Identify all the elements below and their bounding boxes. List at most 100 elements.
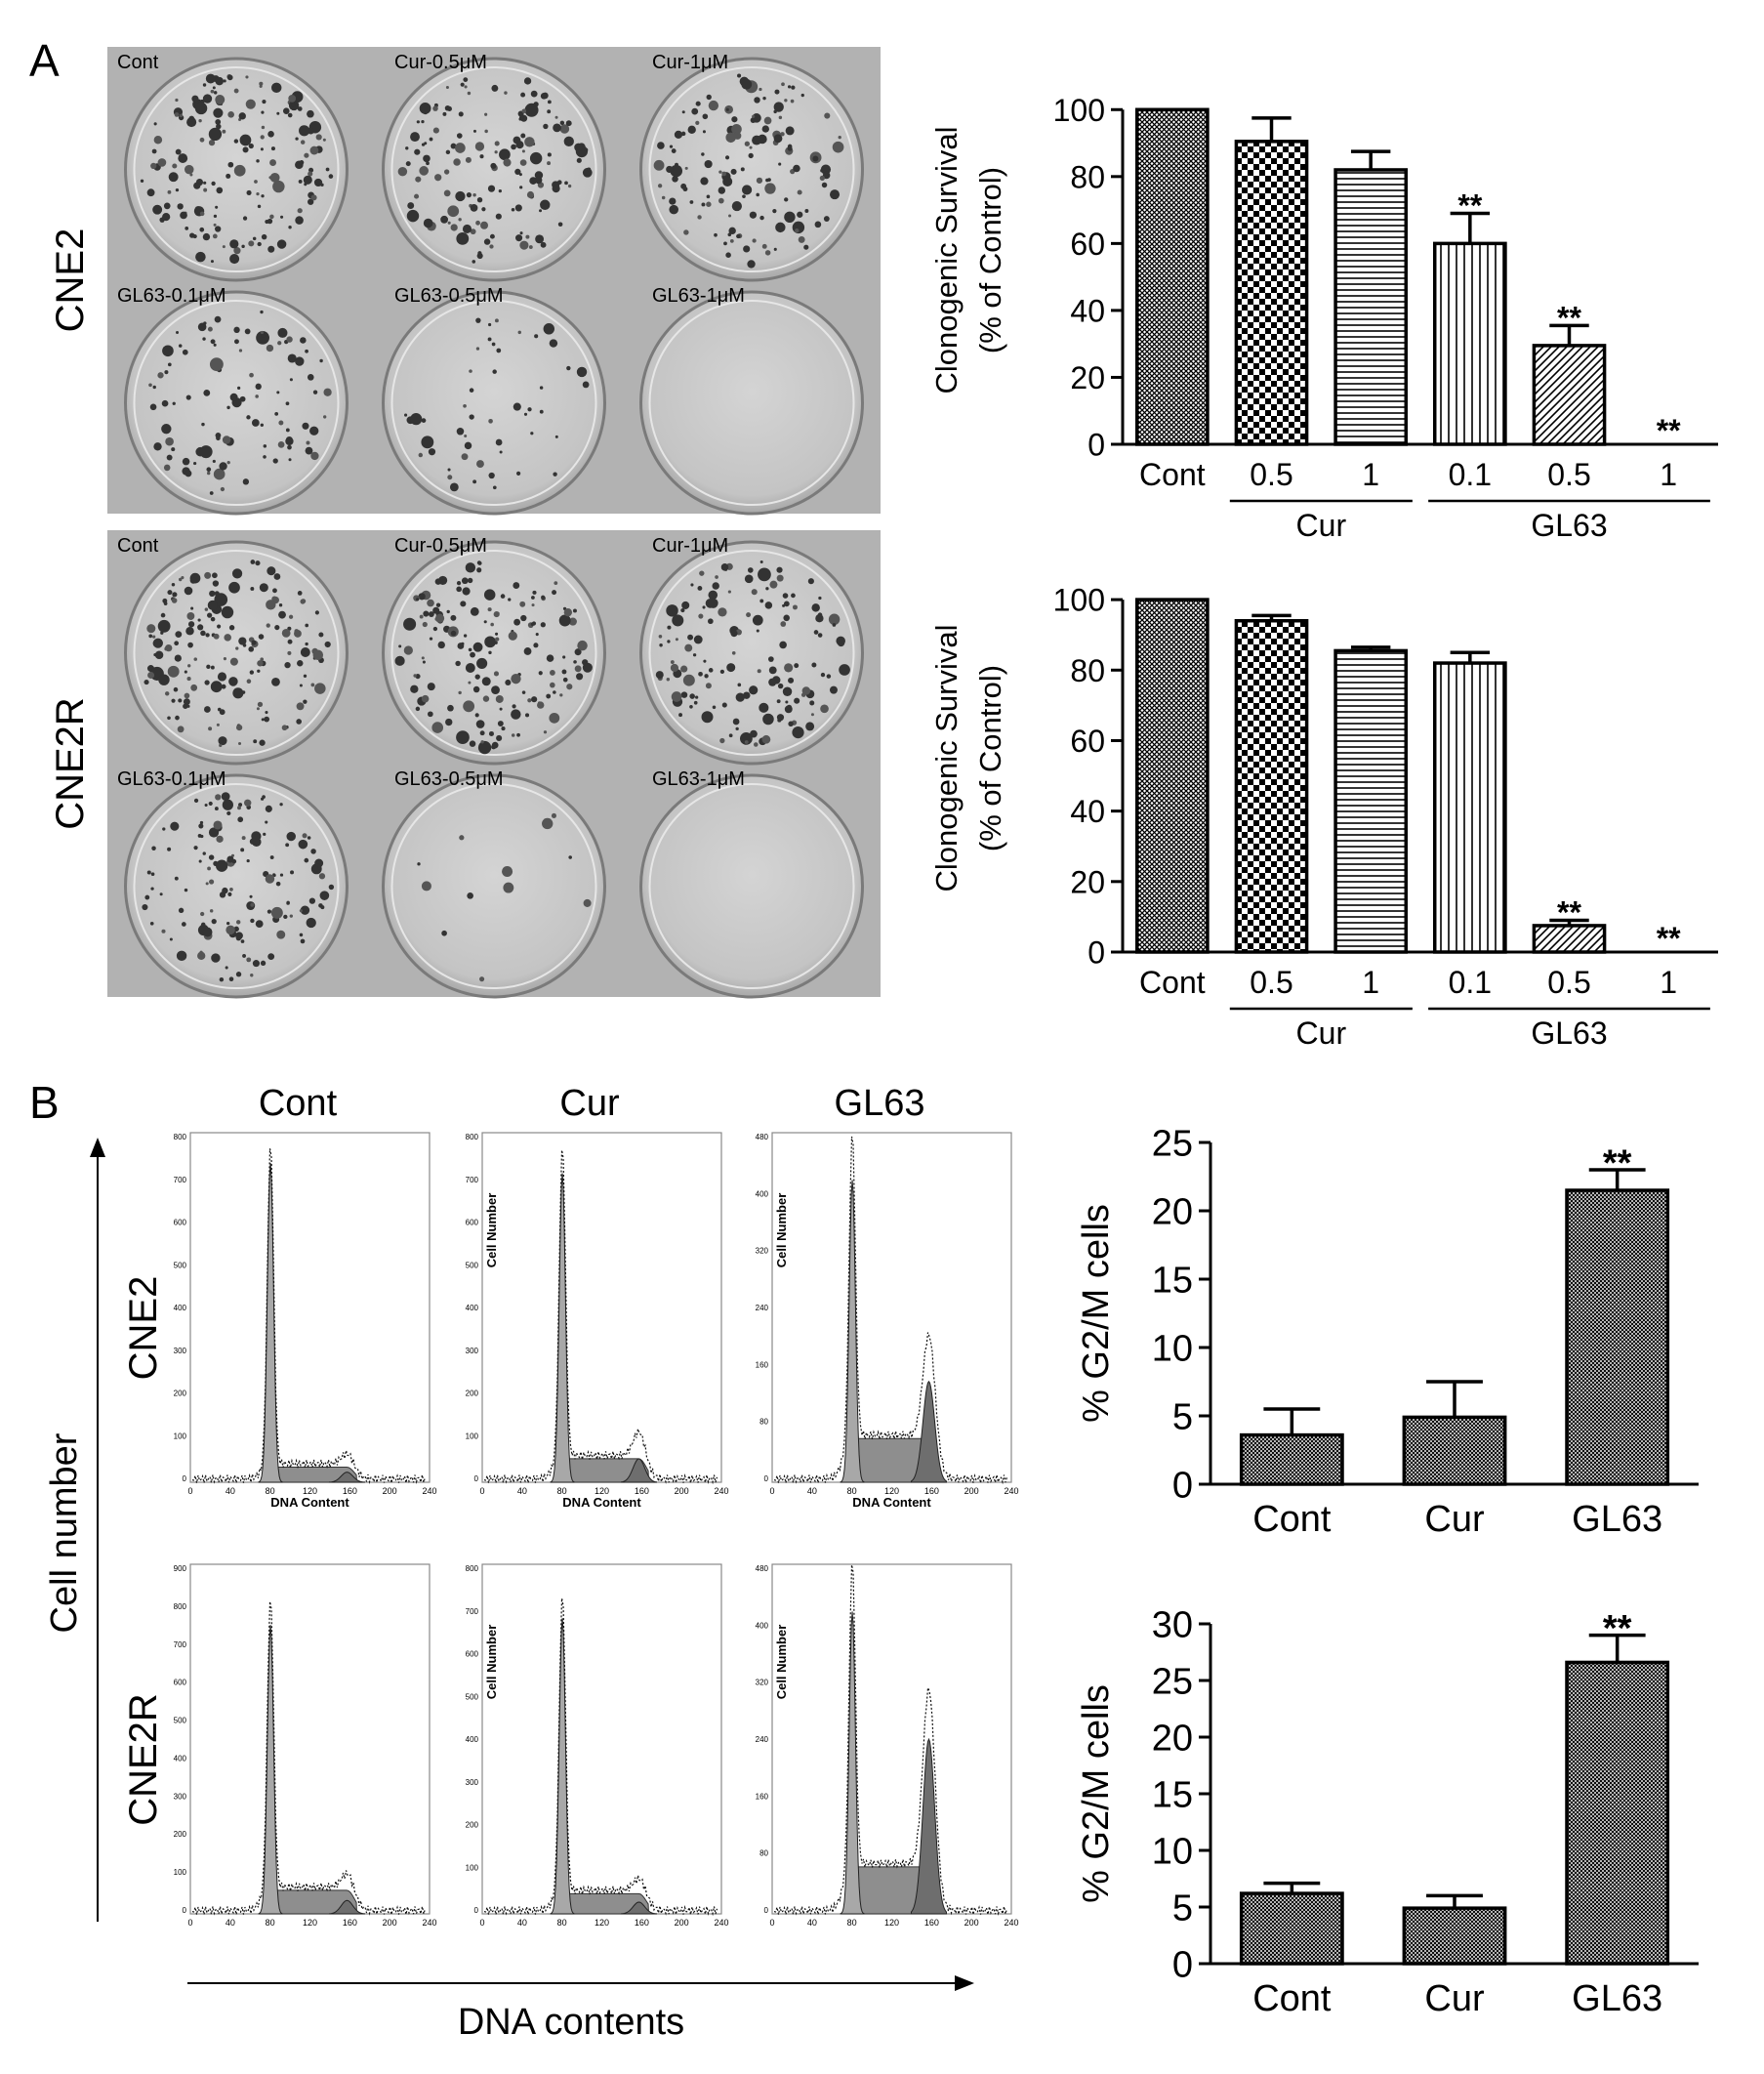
colony: [531, 603, 535, 607]
significance-marker: **: [1657, 921, 1681, 956]
colony: [148, 634, 153, 639]
colony: [803, 244, 809, 250]
colony: [278, 603, 283, 607]
colony: [472, 260, 476, 264]
colony: [252, 236, 257, 241]
inner-y-label: Cell Number: [774, 1193, 789, 1268]
x-tick-label: GL63: [1572, 1499, 1662, 1540]
colony: [470, 651, 475, 658]
inner-y-tick: 0: [764, 1906, 769, 1915]
colony: [782, 686, 793, 696]
colony: [750, 729, 758, 738]
colony: [795, 228, 800, 233]
colony: [298, 839, 308, 850]
colony: [706, 194, 711, 199]
group-label: Cur: [1296, 508, 1347, 543]
x-tick-label: 0.5: [1547, 457, 1590, 492]
colony: [566, 684, 573, 690]
inner-y-tick: 400: [756, 1621, 769, 1630]
colony: [267, 131, 274, 138]
colony: [222, 129, 226, 134]
colony: [297, 208, 303, 214]
colony: [740, 167, 745, 172]
colony: [229, 239, 239, 249]
colony: [305, 446, 313, 455]
colony: [161, 424, 172, 435]
colony: [161, 399, 169, 407]
well-label: Cont: [117, 52, 159, 73]
colony: [205, 882, 209, 886]
x-tick-label: 1: [1660, 457, 1677, 492]
colony: [456, 730, 470, 744]
colony: [295, 137, 299, 141]
colony: [476, 560, 481, 565]
colony: [285, 401, 290, 406]
histogram-frame: [771, 1563, 1012, 1915]
colony: [513, 618, 521, 626]
colony: [152, 635, 156, 639]
well: GL63-0.5μM: [382, 768, 606, 999]
colony: [680, 691, 688, 698]
colony: [276, 111, 280, 115]
y-tick-label: 100: [1053, 583, 1105, 618]
histogram: 800 700 600 500 400 300 200 100 00 40 80 120 160 200 2…: [466, 1132, 729, 1510]
colony: [162, 213, 171, 222]
colony: [684, 643, 693, 652]
x-tick-label: Cont: [1252, 1499, 1332, 1540]
colony: [499, 707, 503, 711]
colony: [547, 161, 552, 166]
colony: [172, 163, 178, 169]
inner-x-tick: 240: [422, 1486, 436, 1496]
colony: [442, 111, 447, 116]
colony: [175, 98, 179, 103]
y-tick-label: 0: [1172, 1466, 1193, 1507]
colony: [168, 172, 179, 183]
colony: [241, 836, 246, 841]
colony: [213, 468, 226, 480]
colony: [759, 215, 764, 221]
colony: [574, 648, 582, 656]
colony: [171, 598, 178, 603]
colony: [552, 185, 560, 193]
colony: [163, 601, 168, 605]
colony: [251, 640, 257, 645]
colony: [481, 677, 491, 686]
x-tick-label: 1: [1362, 965, 1379, 1000]
colony: [306, 917, 316, 929]
colony: [167, 590, 173, 596]
colony: [216, 859, 228, 872]
colony: [457, 643, 465, 649]
colony: [271, 677, 280, 686]
inner-y-tick: 800: [466, 1564, 479, 1573]
colony: [767, 178, 771, 183]
inner-y-tick: 320: [756, 1679, 769, 1687]
colony: [489, 244, 494, 249]
group-label: GL63: [1531, 508, 1607, 543]
inner-x-tick: 120: [303, 1486, 317, 1496]
colony: [249, 670, 255, 675]
colony: [491, 741, 499, 749]
colony: [735, 692, 745, 702]
histogram-s-phase: [264, 1889, 357, 1915]
y-axis-label: Clonogenic Survival: [929, 625, 964, 892]
colony: [773, 134, 783, 144]
colony: [744, 574, 754, 584]
y-tick-label: 20: [1070, 864, 1105, 899]
colony: [465, 562, 476, 573]
colony: [260, 657, 265, 661]
colony: [576, 366, 588, 378]
colony: [223, 657, 226, 661]
colony: [202, 927, 213, 937]
colony: [210, 260, 214, 264]
colony: [722, 176, 733, 187]
inner-x-tick: 200: [964, 1486, 979, 1496]
colony: [172, 401, 176, 405]
colony: [587, 167, 592, 172]
colony: [216, 835, 224, 843]
colony: [286, 901, 290, 905]
colony: [179, 113, 184, 118]
colony: [793, 164, 800, 173]
colony: [302, 422, 309, 430]
colony: [513, 402, 521, 411]
colony: [190, 606, 194, 610]
